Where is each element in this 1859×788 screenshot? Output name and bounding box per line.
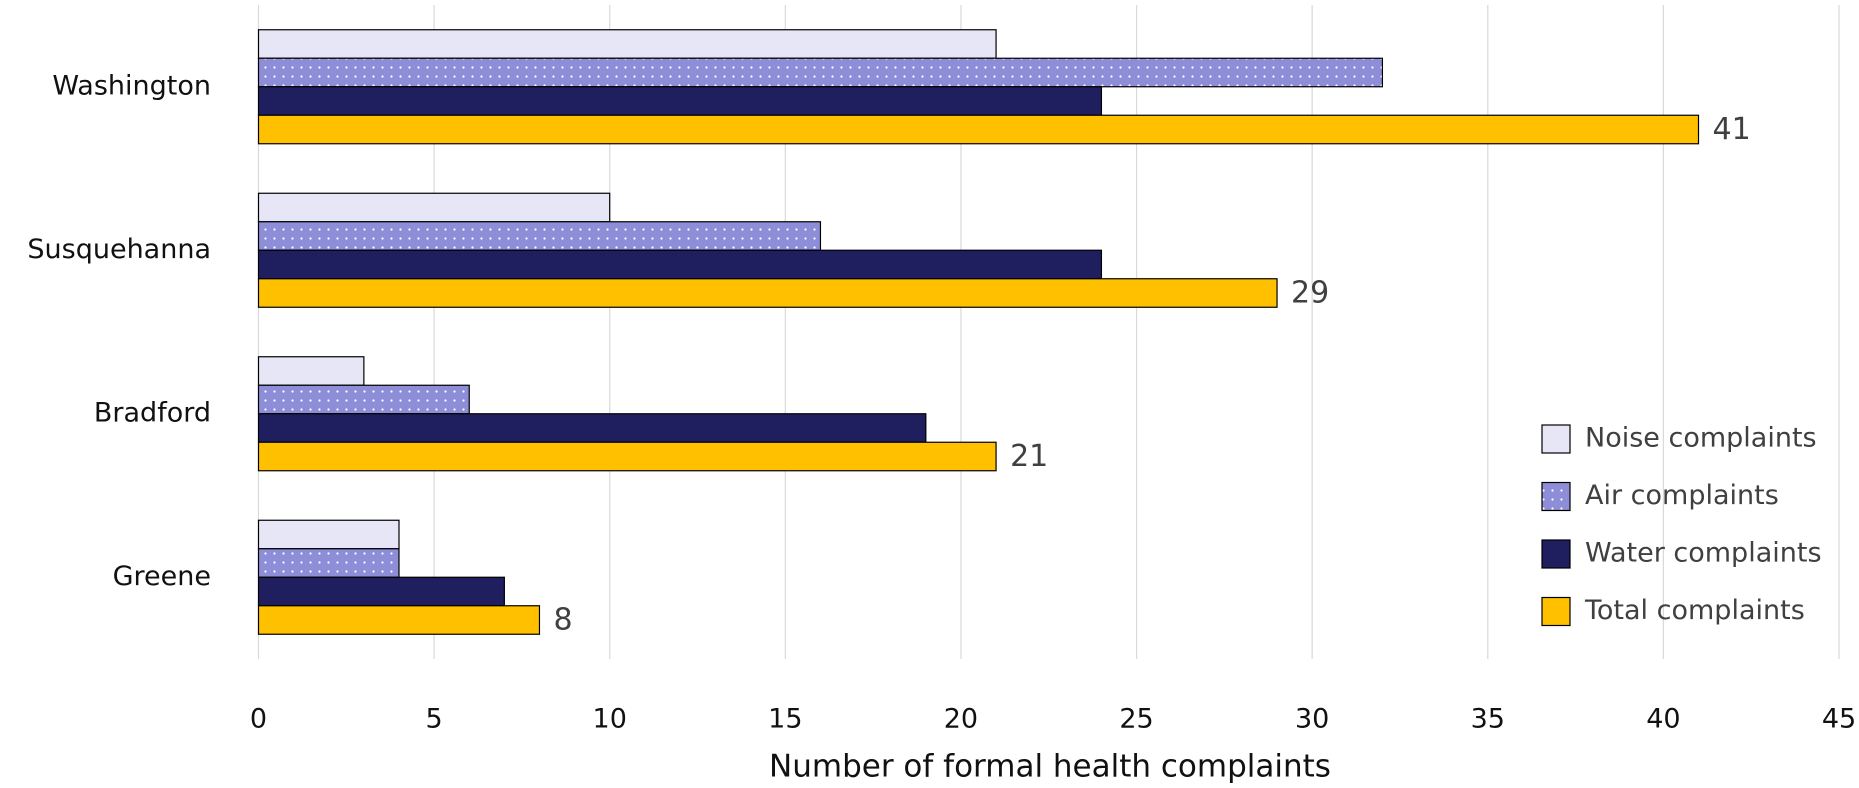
labels: 0 5 10 15 20 25 30 35 40 45 Washington 41 Susquehann… (27, 70, 1856, 734)
legend-label: Air complaints (1585, 480, 1779, 511)
bar (257, 278, 1278, 308)
y-tick-label: Bradford (94, 397, 211, 428)
data-label: 8 (553, 603, 572, 638)
data-label: 41 (1713, 112, 1751, 147)
x-axis-title: Number of formal health complaints (769, 749, 1331, 785)
x-tick-label: 40 (1646, 704, 1680, 735)
legend-label: Water complaints (1585, 538, 1822, 569)
x-tick-label: 5 (426, 704, 443, 735)
bar (257, 356, 365, 386)
bar (257, 86, 1103, 116)
bar (257, 519, 400, 550)
x-tick-label: 35 (1471, 704, 1505, 735)
data-label: 21 (1010, 439, 1048, 474)
bar (257, 576, 505, 607)
bar (257, 29, 997, 59)
y-tick-label: Washington (52, 70, 211, 101)
bar (257, 441, 997, 472)
bar (257, 221, 822, 251)
bar (257, 249, 1103, 280)
bar (257, 548, 400, 578)
data-label: 29 (1291, 276, 1329, 311)
y-tick-label: Susquehanna (27, 234, 211, 265)
bar (257, 413, 927, 443)
legend-swatch (1541, 596, 1571, 627)
x-tick-label: 30 (1295, 704, 1329, 735)
x-tick-label: 45 (1822, 704, 1856, 735)
bar (257, 114, 1700, 145)
x-tick-label: 15 (768, 704, 802, 735)
x-tick-label: 0 (250, 704, 267, 735)
legend-swatch (1541, 424, 1571, 454)
x-tick-label: 10 (593, 704, 627, 735)
legend-swatch (1541, 539, 1571, 569)
bar (257, 605, 541, 635)
x-tick-label: 20 (944, 704, 978, 735)
bar (257, 384, 470, 415)
bar (257, 57, 1384, 88)
legend-swatch (1541, 481, 1571, 512)
bars (257, 29, 1700, 635)
legend-label: Noise complaints (1585, 423, 1817, 454)
x-tick-label: 25 (1119, 704, 1153, 735)
y-tick-label: Greene (113, 561, 211, 592)
legend-label: Total complaints (1584, 595, 1805, 626)
bar (257, 192, 611, 223)
